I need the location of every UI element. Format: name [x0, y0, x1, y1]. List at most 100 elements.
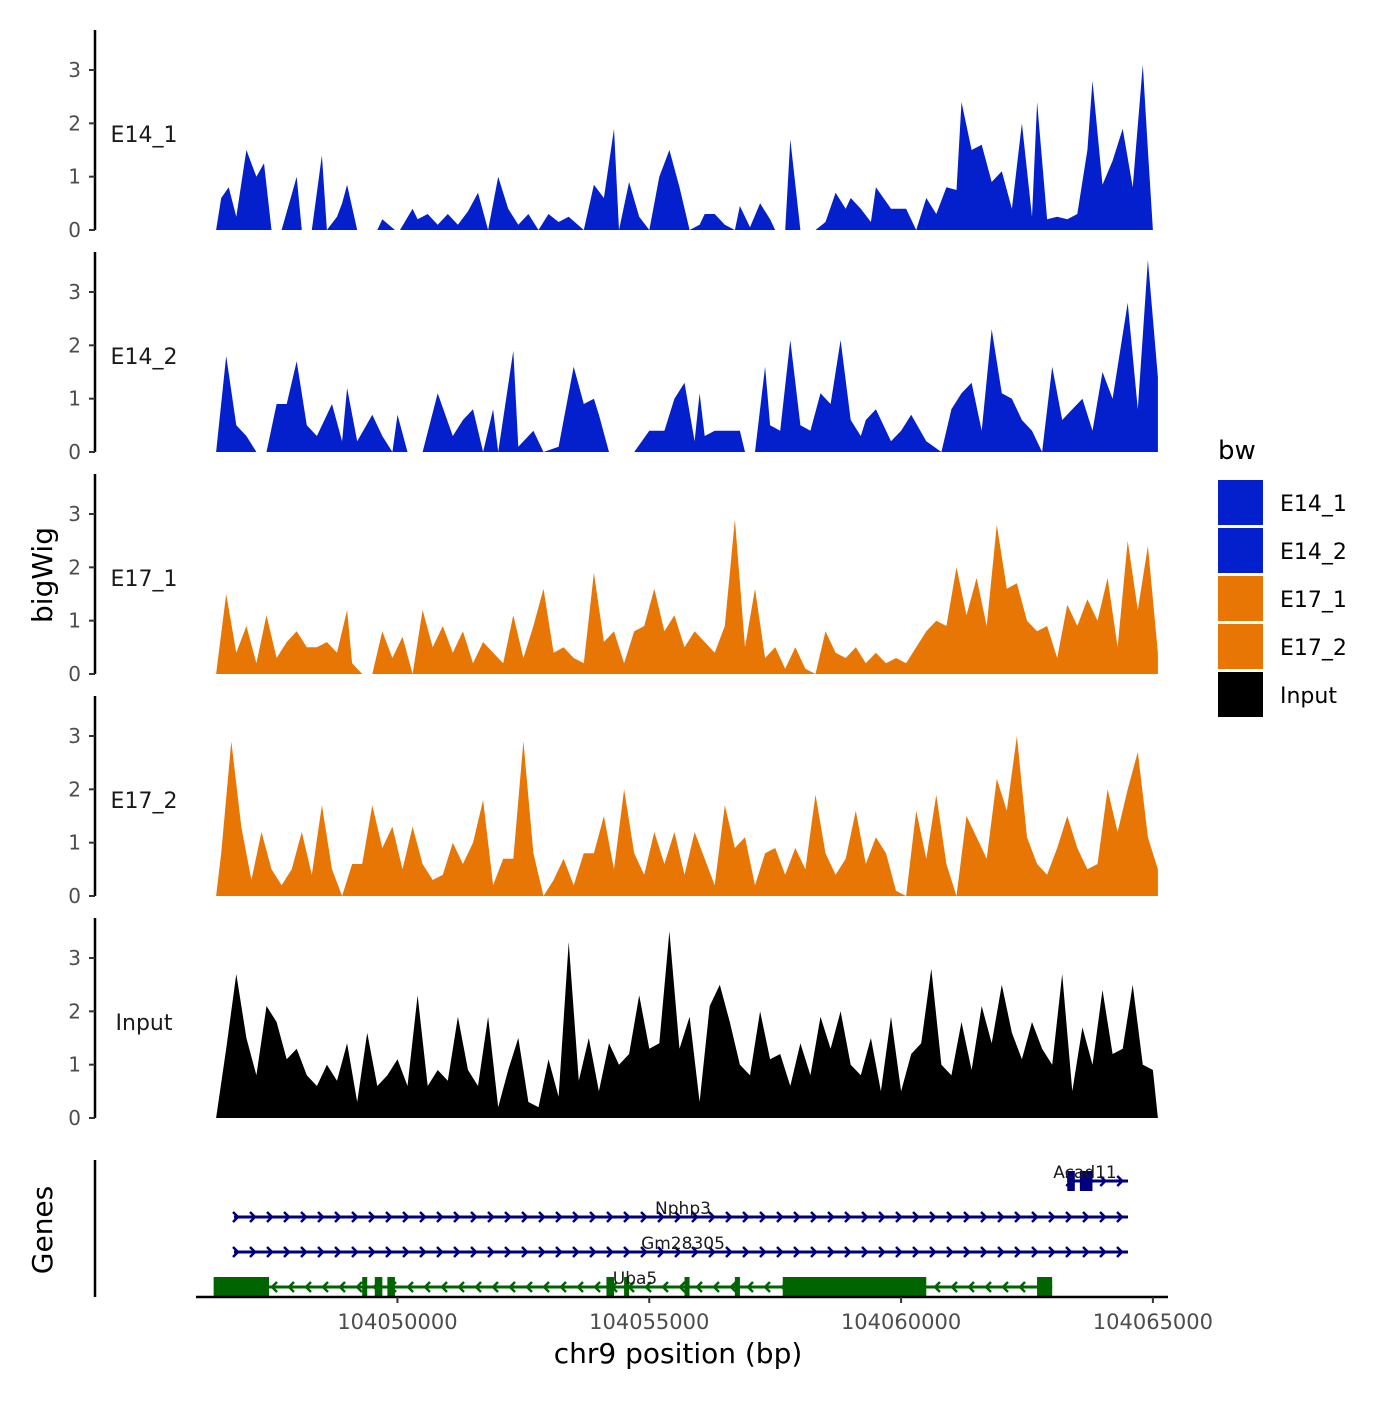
strand-arrow: [385, 1246, 393, 1258]
strand-arrow: [287, 1281, 295, 1293]
exon-Acad11: [1067, 1171, 1075, 1191]
strand-arrow: [1048, 1211, 1056, 1223]
y-tick-label: 1: [68, 609, 81, 633]
track-label-E14_2: E14_2: [111, 345, 178, 370]
area-series-Input: [216, 931, 1158, 1118]
strand-arrow: [644, 1281, 652, 1293]
strand-arrow: [1048, 1246, 1056, 1258]
area-series-E14_2: [216, 260, 1158, 452]
strand-arrow: [317, 1246, 325, 1258]
strand-arrow: [487, 1211, 495, 1223]
strand-arrow: [878, 1211, 886, 1223]
y-tick-label: 0: [68, 884, 81, 908]
strand-arrow: [708, 1246, 716, 1258]
legend-label-E17_1: E17_1: [1280, 588, 1347, 613]
strand-arrow: [1116, 1211, 1124, 1223]
strand-arrow: [266, 1211, 274, 1223]
gene-label-Uba5: Uba5: [613, 1269, 657, 1289]
strand-arrow: [589, 1246, 597, 1258]
strand-arrow: [984, 1281, 992, 1293]
strand-arrow: [606, 1246, 614, 1258]
strand-arrow: [895, 1211, 903, 1223]
legend-swatch-E17_1: [1218, 576, 1263, 621]
strand-arrow: [321, 1281, 329, 1293]
strand-arrow: [678, 1281, 686, 1293]
strand-arrow: [508, 1281, 516, 1293]
strand-arrow: [1082, 1211, 1090, 1223]
strand-arrow: [453, 1211, 461, 1223]
y-tick-label: 3: [68, 946, 81, 970]
strand-arrow: [576, 1281, 584, 1293]
legend-label-E14_2: E14_2: [1280, 540, 1347, 565]
y-tick-label: 2: [68, 333, 81, 357]
genes-axis-title: Genes: [26, 1186, 59, 1274]
strand-arrow: [1001, 1281, 1009, 1293]
strand-arrow: [695, 1281, 703, 1293]
strand-arrow: [1099, 1246, 1107, 1258]
strand-arrow: [249, 1211, 257, 1223]
strand-arrow: [470, 1211, 478, 1223]
strand-arrow: [712, 1281, 720, 1293]
strand-arrow: [402, 1246, 410, 1258]
track-label-E17_2: E17_2: [111, 789, 178, 814]
strand-arrow: [691, 1211, 699, 1223]
strand-arrow: [725, 1211, 733, 1223]
strand-arrow: [270, 1281, 278, 1293]
area-series-E17_2: [216, 736, 1158, 896]
gene-label-Nphp3: Nphp3: [655, 1199, 711, 1219]
strand-arrow: [661, 1281, 669, 1293]
exon-Uba5: [684, 1277, 690, 1297]
strand-arrow: [1082, 1246, 1090, 1258]
exon-Uba5: [213, 1277, 270, 1297]
strand-arrow: [300, 1211, 308, 1223]
x-axis-title: chr9 position (bp): [554, 1337, 803, 1370]
x-tick-label: 104055000: [589, 1310, 709, 1334]
strand-arrow: [368, 1211, 376, 1223]
strand-arrow: [844, 1246, 852, 1258]
strand-arrow: [283, 1246, 291, 1258]
exon-Uba5: [624, 1277, 630, 1297]
strand-arrow: [759, 1211, 767, 1223]
strand-arrow: [1014, 1211, 1022, 1223]
strand-arrow: [725, 1246, 733, 1258]
strand-arrow: [504, 1211, 512, 1223]
y-tick-label: 1: [68, 165, 81, 189]
strand-arrow: [351, 1246, 359, 1258]
x-tick-label: 104060000: [841, 1310, 961, 1334]
strand-arrow: [746, 1281, 754, 1293]
track-label-E17_1: E17_1: [111, 567, 178, 592]
strand-arrow: [559, 1281, 567, 1293]
strand-arrow: [742, 1246, 750, 1258]
strand-arrow: [521, 1211, 529, 1223]
strand-arrow: [1031, 1211, 1039, 1223]
strand-arrow: [729, 1281, 737, 1293]
strand-arrow: [793, 1246, 801, 1258]
strand-arrow: [457, 1281, 465, 1293]
strand-arrow: [946, 1211, 954, 1223]
strand-arrow: [470, 1246, 478, 1258]
strand-arrow: [980, 1246, 988, 1258]
strand-arrow: [487, 1246, 495, 1258]
strand-arrow: [674, 1211, 682, 1223]
strand-arrow: [402, 1211, 410, 1223]
strand-arrow: [423, 1281, 431, 1293]
strand-arrow: [963, 1246, 971, 1258]
strand-arrow: [593, 1281, 601, 1293]
strand-arrow: [623, 1211, 631, 1223]
track-label-E14_1: E14_1: [111, 123, 178, 148]
strand-arrow: [317, 1211, 325, 1223]
strand-arrow: [538, 1211, 546, 1223]
strand-arrow: [657, 1246, 665, 1258]
strand-arrow: [525, 1281, 533, 1293]
strand-arrow: [997, 1211, 1005, 1223]
strand-arrow: [997, 1246, 1005, 1258]
legend-label-E14_1: E14_1: [1280, 492, 1347, 517]
strand-arrow: [827, 1246, 835, 1258]
strand-arrow: [793, 1211, 801, 1223]
strand-arrow: [895, 1246, 903, 1258]
strand-arrow: [334, 1246, 342, 1258]
area-series-E17_1: [216, 519, 1158, 674]
strand-arrow: [980, 1211, 988, 1223]
strand-arrow: [555, 1211, 563, 1223]
